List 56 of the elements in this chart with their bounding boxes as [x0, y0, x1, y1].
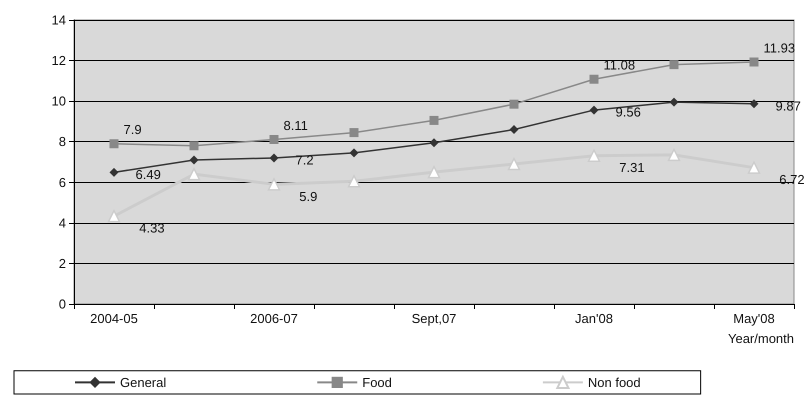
y-tick-label: 0 [58, 296, 66, 312]
point [430, 138, 438, 148]
point [270, 153, 278, 162]
point [190, 141, 198, 150]
point [508, 158, 520, 170]
point [348, 175, 360, 188]
point [588, 149, 600, 162]
x-tick-label: 2006-07 [250, 311, 298, 326]
point [350, 128, 358, 138]
x-axis-title: Year/month [728, 331, 794, 346]
x-tick-label: Sept,07 [412, 311, 456, 326]
point [268, 178, 280, 191]
point [590, 106, 598, 115]
y-tick-label: 4 [58, 215, 66, 230]
point [750, 99, 758, 108]
legend-label: Non food [588, 374, 641, 390]
data-label: 11.93 [764, 40, 796, 56]
y-tick-label: 2 [58, 256, 66, 271]
data-label: 7.2 [296, 152, 314, 168]
data-label: 8.11 [284, 118, 308, 133]
x-tick-label: 2004-05 [90, 311, 138, 326]
y-tick-label: 8 [58, 134, 66, 150]
point [108, 210, 120, 222]
data-label: 6.72 [779, 172, 805, 188]
point [270, 134, 278, 144]
point [188, 168, 200, 180]
point [510, 100, 518, 109]
data-label: 7.9 [124, 122, 142, 138]
data-label: 6.49 [136, 166, 161, 182]
y-tick-label: 10 [52, 94, 66, 109]
legend-label: Food [362, 374, 392, 390]
point [190, 155, 198, 164]
point [510, 125, 518, 134]
point [748, 161, 760, 174]
point [590, 74, 598, 84]
point [350, 148, 358, 158]
point [110, 168, 118, 177]
x-tick-label: May'08 [733, 311, 775, 326]
point [668, 148, 680, 162]
y-tick-label: 6 [58, 174, 66, 190]
point [670, 60, 678, 70]
legend-label: General [120, 374, 166, 390]
y-tick-label: 14 [52, 12, 66, 28]
data-label: 9.87 [776, 98, 801, 114]
data-label: 9.56 [616, 104, 641, 120]
data-label: 11.08 [604, 58, 636, 73]
x-tick-label: Jan'08 [575, 311, 613, 326]
point [430, 116, 438, 125]
data-label: 4.33 [139, 220, 165, 236]
data-label: 5.9 [299, 188, 318, 204]
point [750, 57, 758, 66]
point [110, 139, 118, 148]
data-label: 7.31 [619, 160, 645, 176]
y-tick-label: 12 [52, 53, 66, 68]
point [670, 98, 678, 107]
point [428, 166, 440, 178]
